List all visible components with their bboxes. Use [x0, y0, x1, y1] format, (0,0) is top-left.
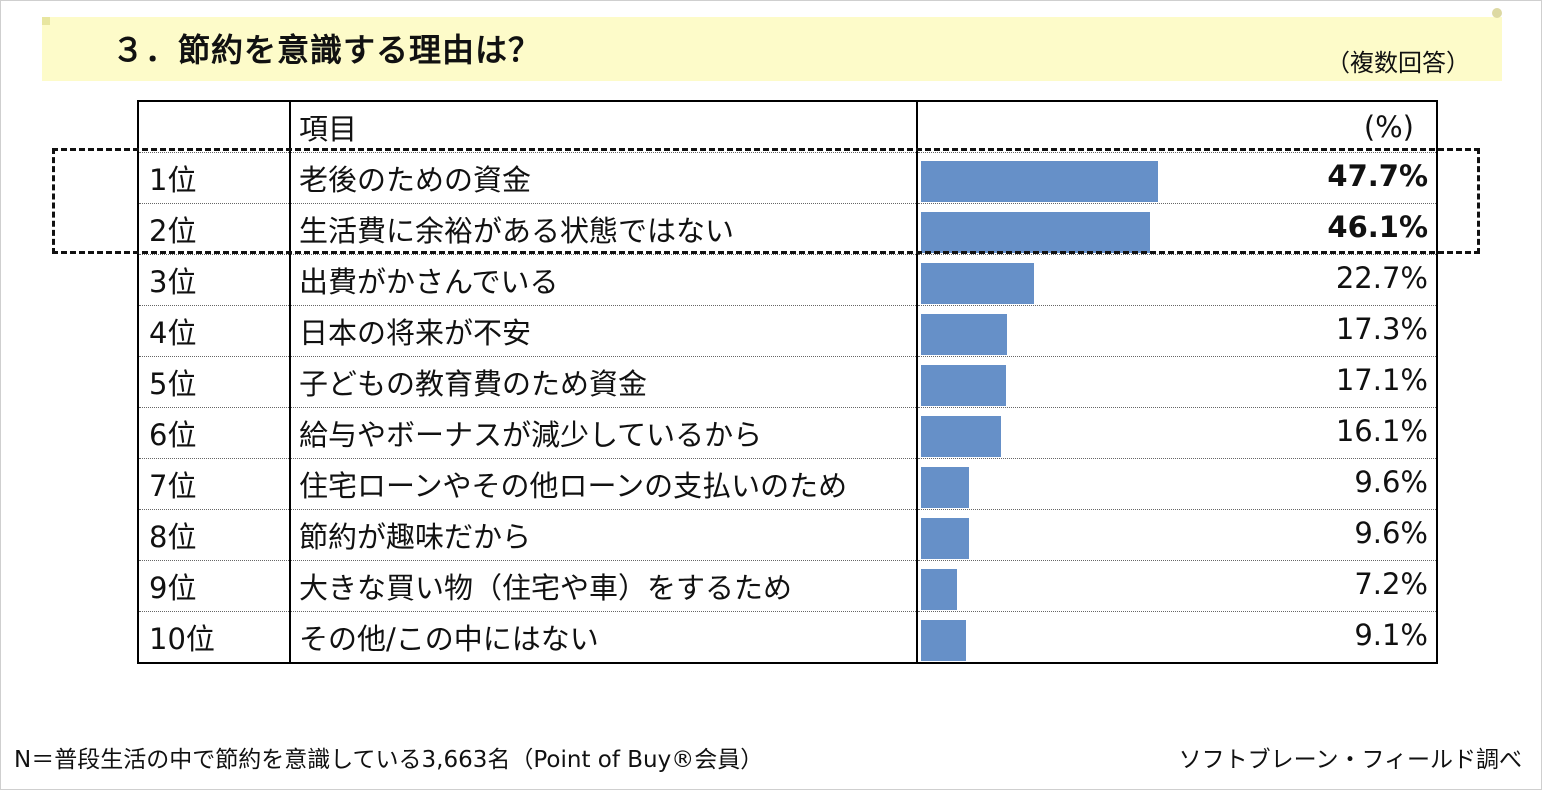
table-row: 5位 子どもの教育費のため資金 17.1%: [137, 356, 1438, 408]
value-label: 47.7%: [1327, 159, 1428, 193]
bar-cell: 9.6%: [916, 509, 1438, 561]
value-label: 17.1%: [1335, 363, 1428, 397]
bar: [921, 569, 957, 610]
bar-cell: 46.1%: [916, 203, 1438, 255]
table-row: 10位 その他/この中にはない 9.1%: [137, 611, 1438, 664]
value-label: 16.1%: [1335, 414, 1428, 448]
value-label: 22.7%: [1335, 261, 1428, 295]
rank-label: 7位: [137, 458, 291, 510]
table-row: 7位 住宅ローンやその他ローンの支払いのため 9.6%: [137, 458, 1438, 510]
sample-note: N＝普段生活の中で節約を意識している3,663名（Point of Buy®会員…: [14, 747, 764, 773]
bar: [921, 314, 1007, 355]
table-row: 3位 出費がかさんでいる 22.7%: [137, 254, 1438, 306]
table-row: 1位 老後のための資金 47.7%: [137, 152, 1438, 204]
category-label: 節約が趣味だから: [289, 509, 918, 561]
title-band: [42, 17, 1502, 81]
value-label: 17.3%: [1335, 312, 1428, 346]
bar: [921, 161, 1158, 202]
bar-cell: 9.1%: [916, 611, 1438, 664]
title-band-pin: [1492, 8, 1502, 18]
rank-label: 10位: [137, 611, 291, 664]
value-label: 9.1%: [1354, 618, 1428, 652]
category-label: 住宅ローンやその他ローンの支払いのため: [289, 458, 918, 510]
bar-cell: 17.1%: [916, 356, 1438, 408]
bar: [921, 467, 969, 508]
header-item-cell: 項目: [289, 100, 918, 153]
source-note: ソフトブレーン・フィールド調べ: [1178, 747, 1522, 773]
bar-cell: 17.3%: [916, 305, 1438, 357]
value-label: 7.2%: [1354, 567, 1428, 601]
rank-label: 9位: [137, 560, 291, 612]
table-row: 4位 日本の将来が不安 17.3%: [137, 305, 1438, 357]
table-row: 2位 生活費に余裕がある状態ではない 46.1%: [137, 203, 1438, 255]
bar-cell: 9.6%: [916, 458, 1438, 510]
category-label: 老後のための資金: [289, 152, 918, 204]
rank-label: 3位: [137, 254, 291, 306]
bar-cell: 47.7%: [916, 152, 1438, 204]
multiple-answer-note: （複数回答）: [1326, 49, 1470, 77]
category-label: 日本の将来が不安: [289, 305, 918, 357]
bar: [921, 365, 1006, 406]
rank-label: 2位: [137, 203, 291, 255]
category-label: 出費がかさんでいる: [289, 254, 918, 306]
bar-cell: 7.2%: [916, 560, 1438, 612]
bar-cell: 16.1%: [916, 407, 1438, 459]
bar: [921, 212, 1150, 253]
category-label: 生活費に余裕がある状態ではない: [289, 203, 918, 255]
value-label: 9.6%: [1354, 465, 1428, 499]
table-row: 6位 給与やボーナスが減少しているから 16.1%: [137, 407, 1438, 459]
rank-label: 6位: [137, 407, 291, 459]
category-label: 大きな買い物（住宅や車）をするため: [289, 560, 918, 612]
category-label: その他/この中にはない: [289, 611, 918, 664]
value-label: 46.1%: [1327, 210, 1428, 244]
table-row: 8位 節約が趣味だから 9.6%: [137, 509, 1438, 561]
chart-title: ３．節約を意識する理由は？: [112, 31, 542, 69]
bar: [921, 263, 1034, 304]
category-label: 子どもの教育費のため資金: [289, 356, 918, 408]
rank-label: 4位: [137, 305, 291, 357]
category-label: 給与やボーナスが減少しているから: [289, 407, 918, 459]
value-label: 9.6%: [1354, 516, 1428, 550]
rank-label: 8位: [137, 509, 291, 561]
bar: [921, 620, 967, 661]
rank-label: 1位: [137, 152, 291, 204]
bar-cell: 22.7%: [916, 254, 1438, 306]
rank-label: 5位: [137, 356, 291, 408]
ranking-table: 項目 (%) 1位 老後のための資金 47.7% 2位 生活費に余裕がある状態ではない 4…: [137, 100, 1438, 664]
header-pct-cell: (%): [916, 100, 1438, 153]
title-band-corner: [42, 17, 50, 25]
bar: [921, 416, 1001, 457]
header-rank-cell: [137, 100, 291, 153]
table-header-row: 項目 (%): [137, 100, 1438, 153]
table-row: 9位 大きな買い物（住宅や車）をするため 7.2%: [137, 560, 1438, 612]
bar: [921, 518, 969, 559]
